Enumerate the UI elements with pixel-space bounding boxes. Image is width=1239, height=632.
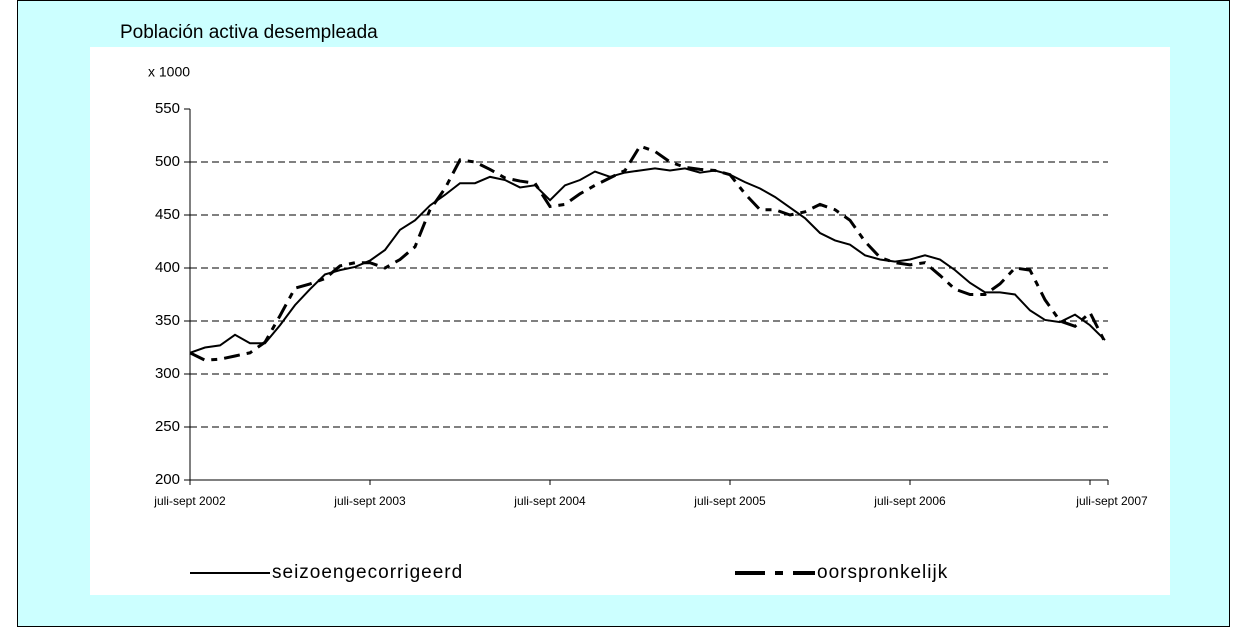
- x-tick-label: juli-sept 2007: [1075, 494, 1148, 508]
- y-tick-label: 350: [155, 312, 180, 329]
- unit-label: x 1000: [148, 64, 190, 80]
- series-line: [189, 144, 1107, 362]
- x-tick-label: juli-sept 2004: [513, 494, 586, 508]
- chart-title: Población activa desempleada: [120, 22, 378, 43]
- legend-label: seizoengecorrigeerd: [272, 562, 463, 583]
- y-tick-label: 300: [155, 365, 180, 382]
- y-tick-label: 550: [155, 100, 180, 117]
- y-tick-label: 500: [155, 153, 180, 170]
- x-tick-label: juli-sept 2005: [693, 494, 766, 508]
- x-tick-label: juli-sept 2006: [873, 494, 946, 508]
- x-tick-label: juli-sept 2002: [153, 494, 226, 508]
- y-tick-label: 250: [155, 418, 180, 435]
- x-tick-label: juli-sept 2003: [333, 494, 406, 508]
- series-line: [189, 167, 1106, 354]
- y-tick-label: 400: [155, 259, 180, 276]
- y-tick-label: 450: [155, 206, 180, 223]
- legend-label: oorspronkelijk: [817, 562, 948, 583]
- y-tick-label: 200: [155, 471, 180, 488]
